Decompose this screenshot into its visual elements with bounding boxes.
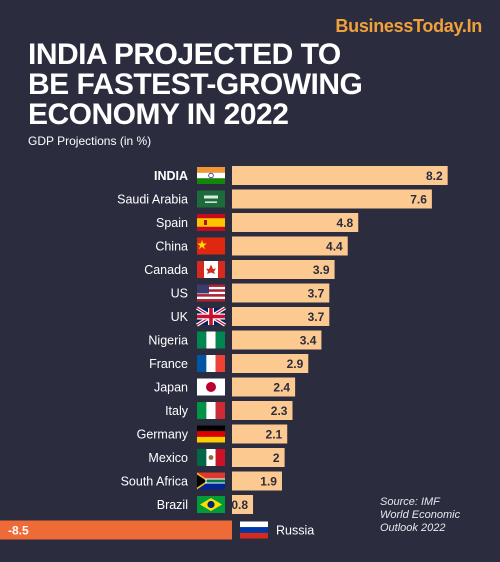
china-flag-icon bbox=[197, 237, 225, 255]
category-label-spain: Spain bbox=[156, 216, 188, 230]
value-label-mexico: 2 bbox=[273, 451, 280, 465]
category-label-germany: Germany bbox=[137, 428, 189, 442]
south-africa-flag-icon bbox=[197, 472, 225, 490]
category-label-france: France bbox=[149, 357, 188, 371]
bar-mexico bbox=[232, 448, 285, 467]
chart-subtitle: GDP Projections (in %) bbox=[28, 134, 152, 148]
bar-uk bbox=[232, 307, 330, 326]
value-label-uk: 3.7 bbox=[308, 310, 325, 324]
brazil-flag-icon bbox=[197, 496, 225, 513]
nigeria-flag-icon bbox=[197, 331, 225, 349]
value-label-italy: 2.3 bbox=[271, 404, 288, 418]
category-label-japan: Japan bbox=[154, 381, 188, 395]
bar-saudi-arabia bbox=[232, 189, 432, 209]
india-flag-icon bbox=[197, 167, 225, 184]
value-label-china: 4.4 bbox=[326, 240, 343, 254]
spain-flag-icon bbox=[197, 214, 225, 231]
headline-line-2: BE FASTEST-GROWING bbox=[28, 68, 363, 101]
value-label-japan: 2.4 bbox=[273, 381, 290, 395]
category-label-uk: UK bbox=[171, 310, 189, 324]
japan-flag-icon bbox=[197, 378, 225, 396]
category-label-south-africa: South Africa bbox=[121, 475, 188, 489]
bar-us bbox=[232, 283, 330, 303]
bar-italy bbox=[232, 401, 293, 420]
bar-south-africa bbox=[232, 471, 282, 491]
value-label-us: 3.7 bbox=[308, 287, 325, 301]
saudi-arabia-flag-icon bbox=[197, 190, 225, 208]
category-label-nigeria: Nigeria bbox=[148, 334, 188, 348]
category-label-us: US bbox=[171, 287, 188, 301]
value-label-saudi-arabia: 7.6 bbox=[410, 193, 427, 207]
bar-nigeria bbox=[232, 330, 322, 350]
value-label-brazil: 0.8 bbox=[231, 498, 248, 512]
brand-logo: BusinessToday.In bbox=[335, 16, 482, 36]
bar-germany bbox=[232, 424, 288, 444]
source-line-1: Source: IMF bbox=[380, 496, 440, 508]
us-flag-icon bbox=[197, 284, 225, 302]
bar-japan bbox=[232, 377, 296, 397]
value-label-south-africa: 1.9 bbox=[260, 475, 277, 489]
bar-india bbox=[232, 166, 448, 185]
value-label-spain: 4.8 bbox=[337, 216, 354, 230]
russia-flag-icon bbox=[240, 521, 268, 539]
category-label-mexico: Mexico bbox=[148, 451, 188, 465]
canada-flag-icon bbox=[197, 261, 225, 278]
mexico-flag-icon bbox=[197, 449, 225, 466]
headline: INDIA PROJECTED TO BE FASTEST-GROWING EC… bbox=[28, 40, 478, 130]
headline-line-3: ECONOMY IN 2022 bbox=[28, 98, 289, 131]
germany-flag-icon bbox=[197, 425, 225, 443]
category-label-saudi-arabia: Saudi Arabia bbox=[117, 193, 188, 207]
bar-spain bbox=[232, 213, 359, 232]
value-label-canada: 3.9 bbox=[313, 263, 330, 277]
category-label-italy: Italy bbox=[165, 404, 189, 418]
headline-line-1: INDIA PROJECTED TO bbox=[28, 38, 341, 71]
uk-flag-icon bbox=[196, 306, 226, 327]
category-label-china: China bbox=[155, 240, 188, 254]
bar-brazil bbox=[232, 495, 254, 514]
category-label-russia: Russia bbox=[276, 524, 314, 538]
source-note: Source: IMF World Economic Outlook 2022 bbox=[380, 496, 460, 535]
value-label-nigeria: 3.4 bbox=[300, 334, 317, 348]
value-label-russia: -8.5 bbox=[8, 524, 29, 538]
value-label-germany: 2.1 bbox=[266, 428, 283, 442]
bar-canada bbox=[232, 260, 335, 279]
bar-china bbox=[232, 236, 348, 256]
source-line-3: Outlook 2022 bbox=[380, 522, 446, 534]
source-line-2: World Economic bbox=[380, 509, 461, 521]
category-label-india: INDIA bbox=[154, 169, 188, 183]
bar-france bbox=[232, 354, 309, 373]
category-label-canada: Canada bbox=[144, 263, 188, 277]
bar-russia bbox=[0, 520, 232, 540]
france-flag-icon bbox=[197, 355, 225, 372]
value-label-india: 8.2 bbox=[426, 169, 443, 183]
category-label-brazil: Brazil bbox=[157, 498, 188, 512]
value-label-france: 2.9 bbox=[287, 357, 304, 371]
italy-flag-icon bbox=[197, 402, 225, 419]
